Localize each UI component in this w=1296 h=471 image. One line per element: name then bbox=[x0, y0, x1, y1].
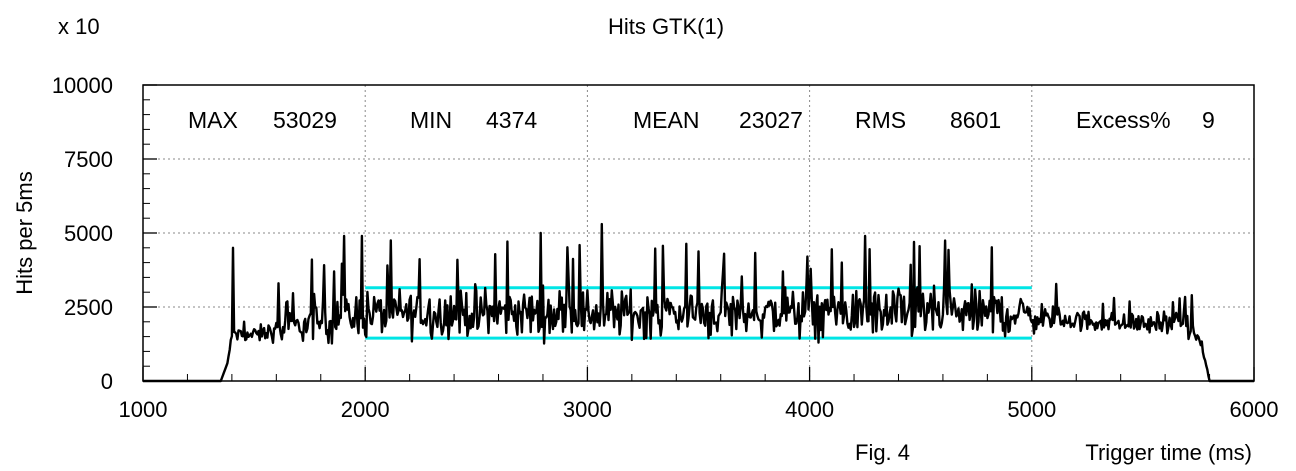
series-layer bbox=[142, 222, 1255, 383]
axes bbox=[142, 84, 1255, 382]
stat-label: MAX bbox=[188, 107, 238, 133]
chart-title: Hits GTK(1) bbox=[608, 14, 724, 39]
stat-label: MEAN bbox=[633, 107, 699, 133]
stat-value: 4374 bbox=[486, 107, 537, 133]
stat-label: MIN bbox=[410, 107, 452, 133]
x-axis-label: Trigger time (ms) bbox=[1085, 440, 1252, 465]
y-tick-label: 10000 bbox=[52, 73, 113, 98]
tick-labels: 1000 2000 3000 4000 5000 6000 0 2500 5000 7500 100… bbox=[52, 73, 1279, 422]
x-tick-label: 2000 bbox=[341, 397, 390, 422]
x-tick-label: 4000 bbox=[785, 397, 834, 422]
y-tick-label: 2500 bbox=[64, 295, 113, 320]
x-tick-label: 5000 bbox=[1007, 397, 1056, 422]
stat-value: 53029 bbox=[273, 107, 337, 133]
stat-value: 8601 bbox=[950, 107, 1001, 133]
stats-box: MAX 53029 MIN 4374 MEAN 23027 RMS 8601 Excess% 9 bbox=[188, 107, 1215, 133]
x-tick-label: 1000 bbox=[119, 397, 168, 422]
y-tick-label: 5000 bbox=[64, 221, 113, 246]
stat-label: RMS bbox=[855, 107, 906, 133]
figure-label: Fig. 4 bbox=[855, 440, 910, 465]
y-multiplier-label: x 10 bbox=[58, 14, 100, 39]
x-tick-label: 6000 bbox=[1230, 397, 1279, 422]
stat-label: Excess% bbox=[1076, 107, 1171, 133]
stat-value: 9 bbox=[1202, 107, 1215, 133]
y-tick-label: 7500 bbox=[64, 147, 113, 172]
stat-value: 23027 bbox=[739, 107, 803, 133]
x-tick-label: 3000 bbox=[563, 397, 612, 422]
y-tick-label: 0 bbox=[101, 369, 113, 394]
hits-series-line bbox=[142, 222, 1255, 383]
y-axis-label: Hits per 5ms bbox=[12, 171, 37, 294]
